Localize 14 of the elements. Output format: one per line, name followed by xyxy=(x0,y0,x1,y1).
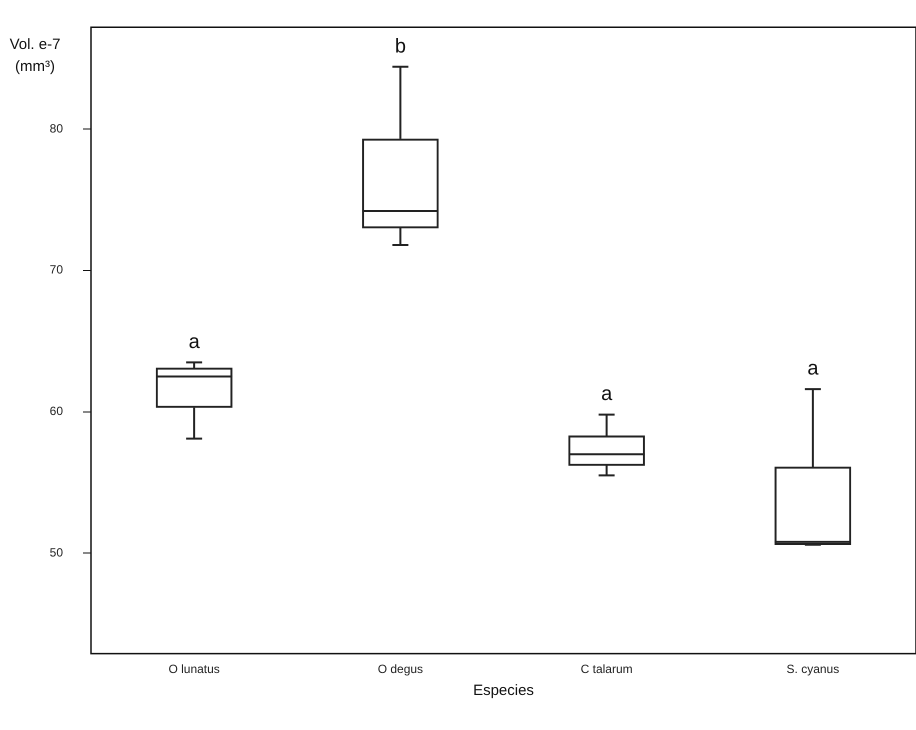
y-tick-label: 80 xyxy=(50,121,64,136)
y-tick-label: 50 xyxy=(50,546,64,560)
x-axis-title: Especies xyxy=(472,682,535,699)
x-tick-label: C talarum xyxy=(580,662,633,676)
annotation: b xyxy=(394,35,406,58)
x-tick-label: O lunatus xyxy=(168,662,220,676)
y-tick-label: 60 xyxy=(50,404,64,418)
annotation: a xyxy=(807,358,820,380)
x-tick-label: S. cyanus xyxy=(786,662,840,676)
x-tick-label: O degus xyxy=(378,662,424,676)
annotation: a xyxy=(601,383,614,406)
y-tick-label: 70 xyxy=(50,262,64,277)
y-axis-title: Vol. e-7 (mm³) xyxy=(8,35,62,77)
annotation: a xyxy=(188,330,201,353)
